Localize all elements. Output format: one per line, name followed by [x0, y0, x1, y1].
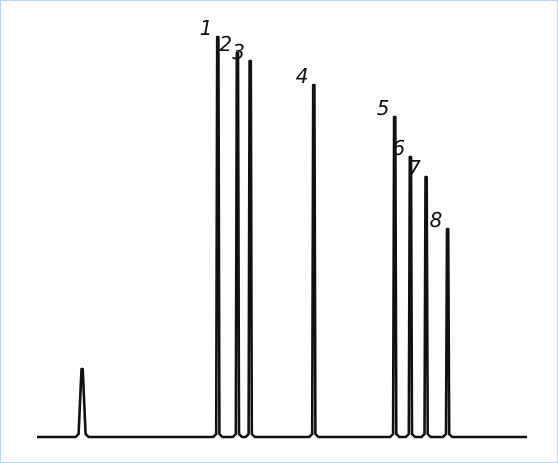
peak-label-4: 4	[296, 64, 309, 88]
peak-label-6: 6	[392, 136, 405, 160]
peak-label-7: 7	[408, 156, 421, 180]
peak-labels: 12 3 4 567 8	[200, 16, 443, 232]
peak-label-2: 2	[219, 32, 232, 56]
peak-label-1: 1	[200, 16, 213, 40]
peak-label-8: 8	[430, 208, 443, 232]
chromatogram-trace	[37, 35, 527, 439]
peak-label-3: 3	[232, 40, 245, 64]
peak-label-5: 5	[377, 96, 390, 120]
